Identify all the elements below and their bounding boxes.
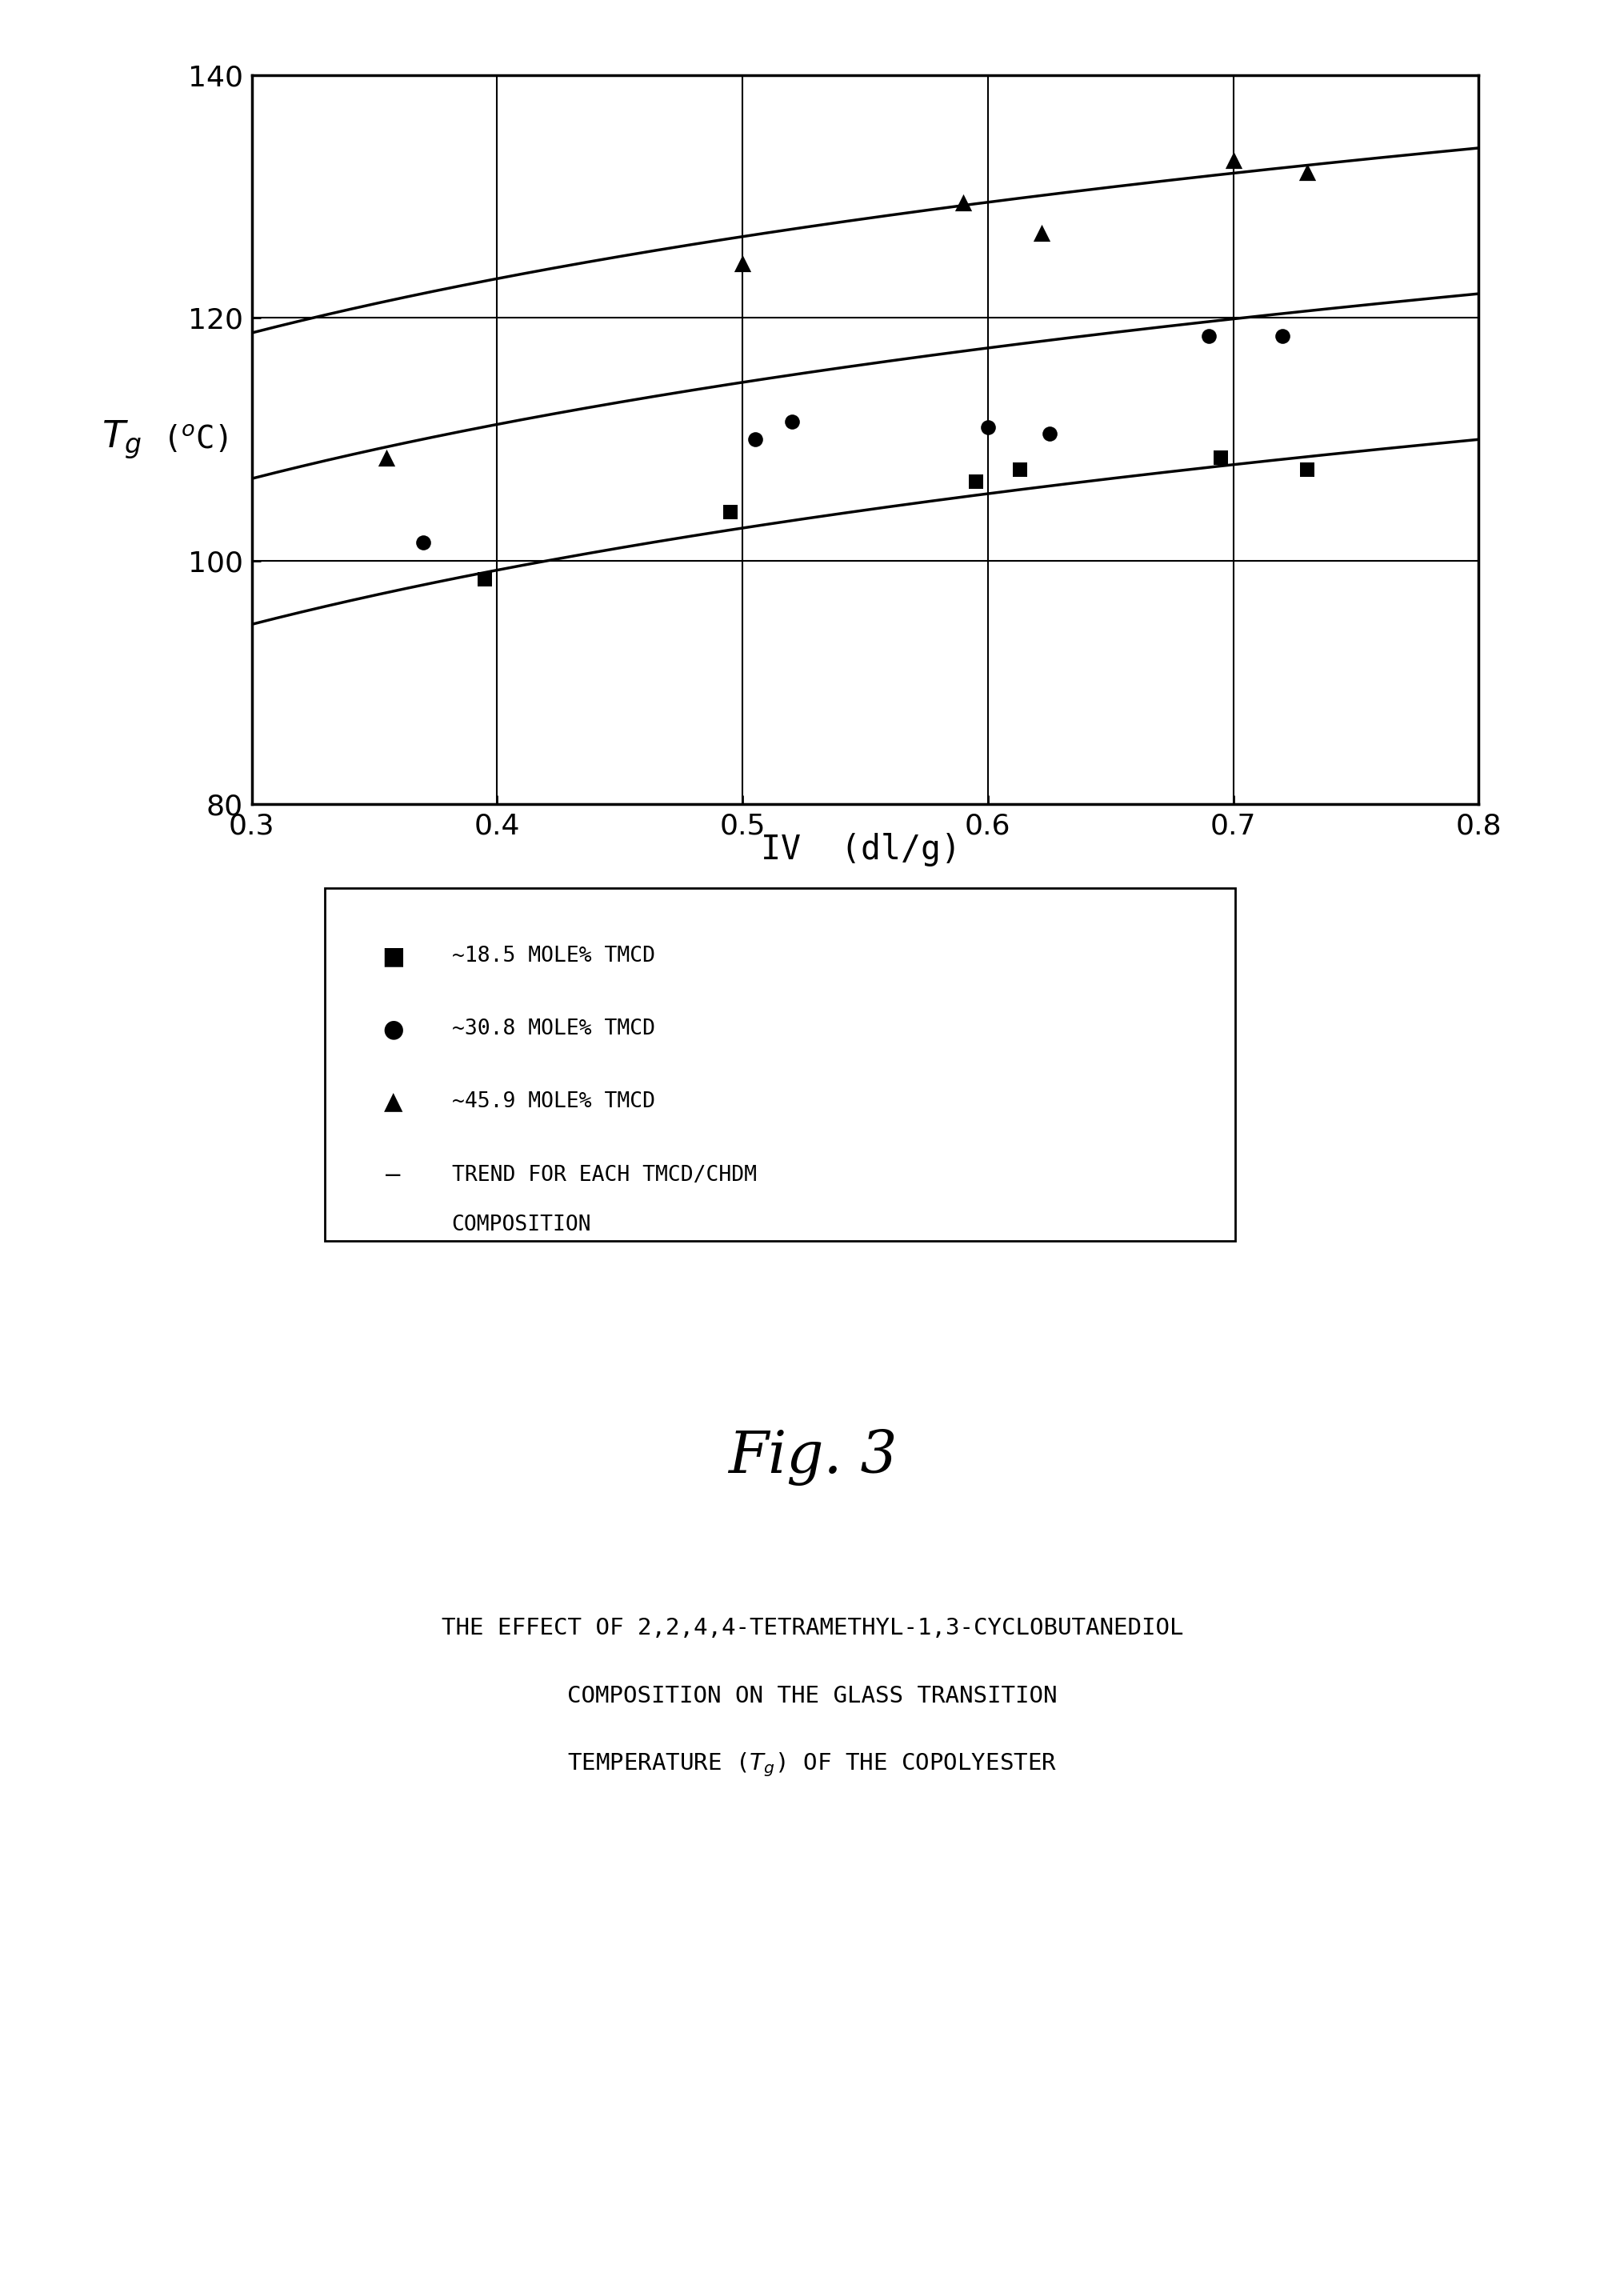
Point bbox=[1268, 319, 1294, 355]
Point bbox=[411, 524, 437, 560]
Point bbox=[729, 246, 755, 282]
Point bbox=[1195, 319, 1221, 355]
Point bbox=[742, 421, 768, 458]
Point bbox=[1007, 451, 1033, 487]
Point bbox=[716, 494, 742, 531]
Point bbox=[1293, 451, 1319, 487]
Text: TEMPERATURE ($T_g$) OF THE COPOLYESTER: TEMPERATURE ($T_g$) OF THE COPOLYESTER bbox=[567, 1751, 1057, 1778]
Point bbox=[974, 410, 1000, 446]
Text: ~30.8 MOLE% TMCD: ~30.8 MOLE% TMCD bbox=[451, 1018, 654, 1041]
Text: ~18.5 MOLE% TMCD: ~18.5 MOLE% TMCD bbox=[451, 945, 654, 968]
Point bbox=[1207, 439, 1233, 476]
Text: ■: ■ bbox=[382, 945, 404, 968]
Text: COMPOSITION: COMPOSITION bbox=[451, 1214, 591, 1236]
Text: COMPOSITION ON THE GLASS TRANSITION: COMPOSITION ON THE GLASS TRANSITION bbox=[567, 1685, 1057, 1708]
Text: ~45.9 MOLE% TMCD: ~45.9 MOLE% TMCD bbox=[451, 1091, 654, 1113]
Point bbox=[471, 560, 497, 597]
Text: ▲: ▲ bbox=[383, 1091, 403, 1113]
Text: IV  (dl/g): IV (dl/g) bbox=[760, 833, 961, 865]
Point bbox=[1220, 141, 1246, 178]
Text: THE EFFECT OF 2,2,4,4-TETRAMETHYL-1,3-CYCLOBUTANEDIOL: THE EFFECT OF 2,2,4,4-TETRAMETHYL-1,3-CY… bbox=[442, 1617, 1182, 1639]
Point bbox=[374, 439, 400, 476]
Point bbox=[1036, 414, 1062, 451]
Text: $T_g$: $T_g$ bbox=[102, 419, 141, 460]
Point bbox=[961, 465, 987, 501]
Point bbox=[1028, 214, 1054, 250]
Point bbox=[1293, 155, 1319, 191]
Text: ($^o$C): ($^o$C) bbox=[162, 424, 227, 455]
Point bbox=[778, 403, 804, 439]
Text: Fig. 3: Fig. 3 bbox=[728, 1430, 896, 1485]
Point bbox=[950, 184, 976, 221]
Text: —: — bbox=[385, 1164, 401, 1186]
Text: ●: ● bbox=[382, 1018, 404, 1041]
Text: TREND FOR EACH TMCD/CHDM: TREND FOR EACH TMCD/CHDM bbox=[451, 1164, 757, 1186]
